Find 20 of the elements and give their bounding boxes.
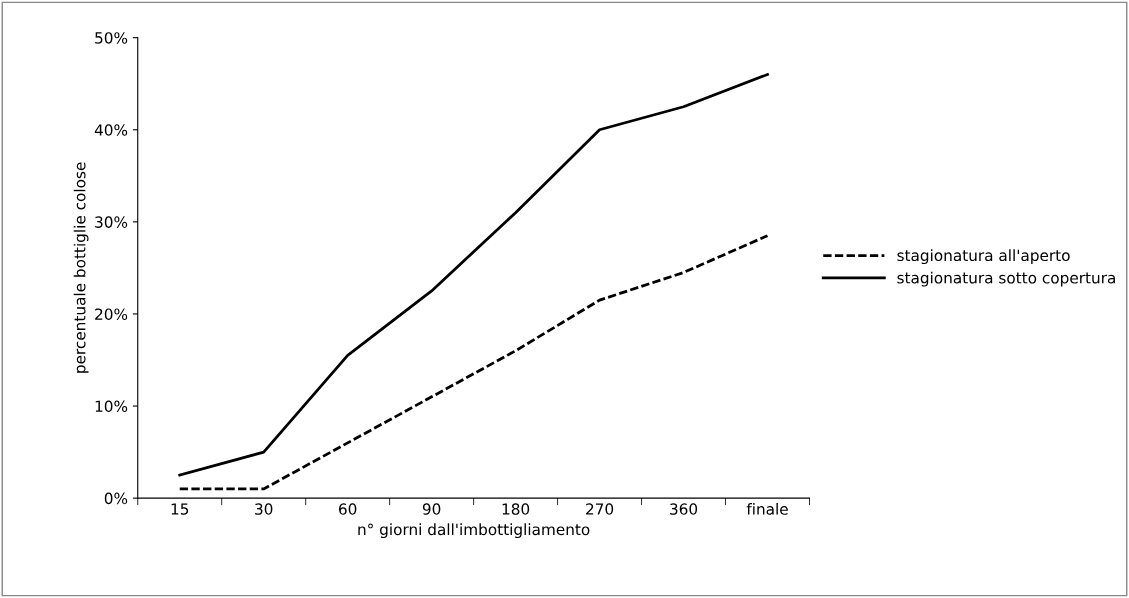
y-tick-label: 30%: [95, 216, 128, 228]
x-tick-label: 60: [339, 503, 357, 515]
x-tick-label: 360: [670, 503, 698, 515]
y-tick-label: 20%: [95, 308, 128, 320]
y-tick-label: 0%: [104, 492, 128, 505]
x-tick-label: 180: [502, 503, 530, 515]
legend-label: stagionatura all'aperto: [897, 249, 1070, 265]
x-tick-label: finale: [746, 503, 788, 515]
x-tick-label: 15: [171, 503, 189, 515]
y-tick-label: 50%: [95, 32, 128, 44]
x-axis-title: n° giorni dall'imbottigliamento: [358, 523, 590, 539]
y-tick-label: 10%: [95, 400, 128, 413]
y-axis-title: percentuale bottiglie colose: [73, 162, 89, 373]
x-tick-label: 30: [255, 503, 273, 515]
line-series: [178, 73, 769, 477]
x-tick-label: 270: [586, 503, 614, 515]
legend-label: stagionatura sotto copertura: [897, 271, 1115, 287]
x-tick-label: 90: [422, 503, 441, 515]
y-tick-label: 40%: [94, 124, 128, 136]
line-series: [178, 234, 769, 491]
